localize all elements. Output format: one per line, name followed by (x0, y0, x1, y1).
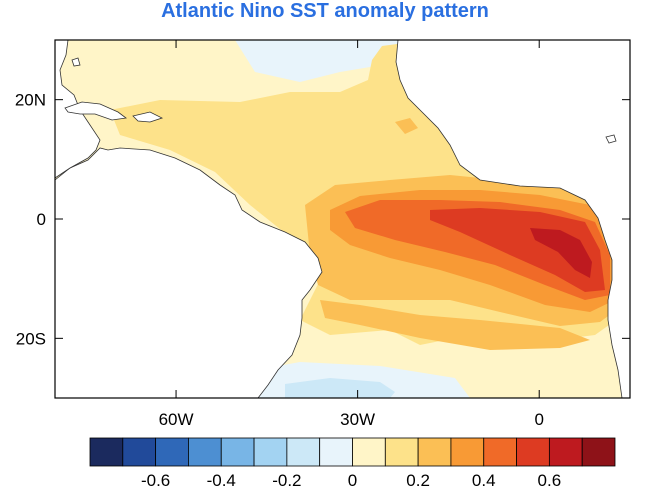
lat-tick-label: 20S (16, 329, 46, 348)
colorbar-swatch (417, 437, 452, 467)
colorbar-label: 0 (348, 471, 357, 490)
colorbar-swatch (286, 437, 321, 467)
negative-anomaly-south-core (285, 378, 395, 398)
land-south-america (55, 147, 323, 398)
colorbar-label: -0.4 (207, 471, 236, 490)
colorbar-swatch (319, 437, 353, 467)
colorbar-label: -0.2 (272, 471, 301, 490)
land-bahamas (71, 57, 81, 67)
colorbar-swatch (155, 437, 189, 467)
negative-anomaly-caribbean (235, 40, 420, 82)
colorbar-label: 0.4 (472, 471, 496, 490)
land-bioko (605, 134, 617, 144)
longitude-axis: 60W 30W 0 (159, 40, 544, 429)
colorbar-swatch (548, 437, 583, 467)
latitude-axis: 20N 0 20S (15, 91, 630, 348)
sst-field (55, 40, 630, 398)
colorbar-swatch (352, 437, 386, 467)
colorbar-label: 0.6 (538, 471, 562, 490)
land-africa (395, 40, 630, 398)
lat-tick-label: 0 (37, 210, 46, 229)
lat-tick-label: 20N (15, 91, 46, 110)
colorbar-label: 0.2 (406, 471, 430, 490)
colorbar-swatch (122, 437, 157, 467)
land-hispaniola (132, 111, 164, 123)
colorbar-swatch (581, 437, 616, 467)
lon-tick-label: 30W (340, 410, 375, 429)
colorbar-swatch (253, 437, 288, 467)
anomaly-core (530, 228, 592, 278)
colorbar-swatch (384, 437, 419, 467)
lon-tick-label: 60W (159, 410, 194, 429)
anomaly-band-0.6 (430, 208, 605, 292)
land-cuba (64, 101, 128, 121)
colorbar: -0.6 -0.4 -0.2 0 0.2 0.4 0.6 (89, 437, 616, 490)
colorbar-swatch (450, 437, 485, 467)
colorbar-swatch (483, 437, 517, 467)
anomaly-patch-north-0.2 (395, 118, 418, 134)
colorbar-swatch (220, 437, 255, 467)
colorbar-swatch (188, 437, 222, 467)
anomaly-band-0.3-south (320, 300, 590, 350)
colorbar-swatch (516, 437, 550, 467)
colorbar-label: -0.6 (141, 471, 170, 490)
lon-tick-label: 0 (534, 410, 543, 429)
map-title: Atlantic Nino SST anomaly pattern (161, 0, 489, 22)
colorbar-swatch (89, 437, 124, 467)
